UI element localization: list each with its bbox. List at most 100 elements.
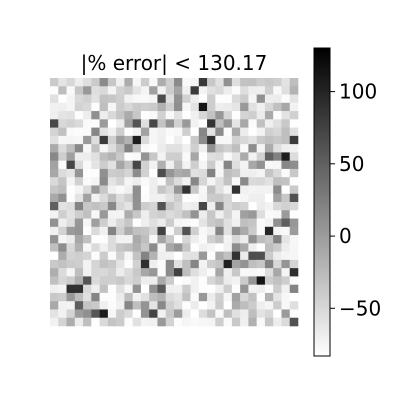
heatmap-cell [207, 86, 216, 95]
heatmap-cell [157, 276, 167, 285]
heatmap-cell [198, 259, 208, 269]
heatmap-cell [231, 185, 241, 195]
heatmap-cell [190, 193, 200, 203]
heatmap-cell [58, 168, 67, 178]
heatmap-cell [223, 193, 233, 203]
heatmap-cell [157, 268, 167, 277]
heatmap-cell [116, 152, 125, 161]
heatmap-cell [107, 284, 117, 294]
heatmap-cell [248, 243, 257, 252]
heatmap-cell [264, 309, 274, 319]
heatmap-cell [215, 202, 224, 211]
heatmap-cell [132, 86, 142, 95]
heatmap-cell [132, 202, 142, 211]
heatmap-cell [198, 127, 208, 137]
heatmap-cell [256, 292, 266, 302]
heatmap-cell [289, 268, 299, 277]
heatmap-cell [248, 235, 257, 244]
heatmap-cell [207, 243, 216, 252]
heatmap-cell [149, 94, 158, 104]
heatmap-cell [198, 202, 208, 211]
heatmap-cell [132, 168, 142, 178]
heatmap-cell [264, 185, 274, 195]
heatmap-cell [140, 259, 150, 269]
heatmap-cell [91, 276, 100, 285]
heatmap-cell [58, 259, 67, 269]
heatmap-cell [215, 86, 224, 95]
heatmap-cell [149, 301, 158, 310]
heatmap-cell [248, 292, 257, 302]
heatmap-cell [165, 168, 175, 178]
heatmap-cell [256, 218, 266, 228]
heatmap-cell [231, 251, 241, 261]
heatmap-cell [223, 177, 233, 186]
heatmap-cell [91, 127, 100, 137]
heatmap-cell [83, 202, 92, 211]
heatmap-cell [281, 102, 291, 112]
heatmap-cell [182, 185, 191, 195]
heatmap-cell [289, 226, 299, 236]
heatmap-cell [66, 177, 76, 186]
heatmap-cell [58, 202, 67, 211]
heatmap-cell [50, 160, 59, 170]
heatmap-cell [289, 119, 299, 128]
heatmap-cell [248, 152, 257, 161]
heatmap-cell [99, 160, 109, 170]
heatmap-cell [256, 127, 266, 137]
heatmap-cell [264, 94, 274, 104]
heatmap-cell [256, 152, 266, 161]
heatmap-cell [281, 284, 291, 294]
heatmap-cell [248, 160, 257, 170]
heatmap-cell [157, 226, 167, 236]
heatmap-cell [116, 292, 125, 302]
heatmap-cell [231, 317, 241, 327]
heatmap-cell [91, 78, 100, 87]
heatmap-cell [58, 284, 67, 294]
heatmap-cell [91, 301, 100, 310]
heatmap-cell [99, 268, 109, 277]
heatmap-cell [273, 177, 282, 186]
heatmap-cell [83, 301, 92, 310]
heatmap-cell [99, 218, 109, 228]
heatmap-cell [124, 301, 133, 310]
heatmap-cell [124, 202, 133, 211]
heatmap-cell [66, 135, 76, 145]
heatmap-cell [281, 127, 291, 137]
heatmap-cell [223, 111, 233, 120]
heatmap-cell [140, 193, 150, 203]
heatmap-cell [99, 284, 109, 294]
heatmap-cell [58, 317, 67, 327]
heatmap-cell [116, 301, 125, 310]
heatmap-cell [264, 243, 274, 252]
heatmap-cell [66, 193, 76, 203]
heatmap-cell [83, 218, 92, 228]
heatmap-cell [83, 259, 92, 269]
heatmap-cell [99, 202, 109, 211]
heatmap-cell [182, 218, 191, 228]
heatmap-cell [223, 94, 233, 104]
heatmap-cell [198, 193, 208, 203]
heatmap-cell [66, 78, 76, 87]
heatmap-cell [149, 177, 158, 186]
heatmap-cell [174, 160, 183, 170]
heatmap-cell [207, 276, 216, 285]
heatmap-cell [58, 119, 67, 128]
heatmap-cell [74, 202, 84, 211]
heatmap-cell [256, 251, 266, 261]
heatmap-cell [132, 259, 142, 269]
heatmap-cell [190, 292, 200, 302]
heatmap-cell [107, 309, 117, 319]
heatmap-cell [240, 127, 249, 137]
heatmap-cell [207, 102, 216, 112]
heatmap-cell [256, 111, 266, 120]
heatmap-cell [149, 111, 158, 120]
heatmap-cell [91, 94, 100, 104]
heatmap-cell [207, 193, 216, 203]
heatmap-cell [91, 144, 100, 153]
heatmap-cell [215, 177, 224, 186]
heatmap-cell [198, 210, 208, 219]
heatmap-cell [198, 317, 208, 327]
heatmap-cell [50, 177, 59, 186]
heatmap-cell [215, 78, 224, 87]
heatmap-cell [50, 86, 59, 95]
